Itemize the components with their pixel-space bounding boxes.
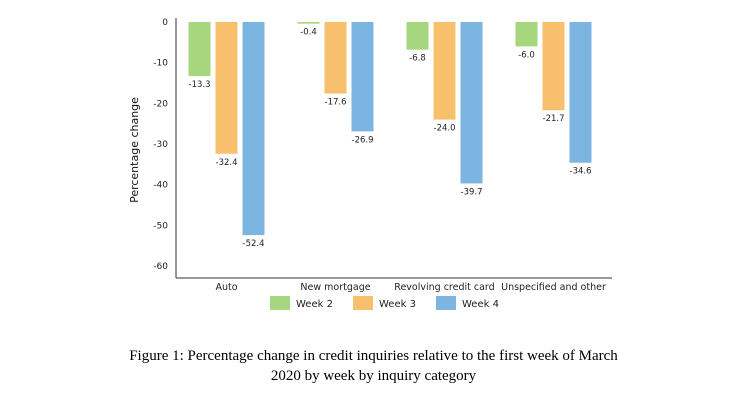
x-tick-label: Auto bbox=[215, 282, 237, 293]
data-label: -21.7 bbox=[543, 114, 565, 124]
y-tick-label: -40 bbox=[153, 181, 168, 191]
x-tick-label: New mortgage bbox=[300, 282, 370, 293]
legend-label: Week 2 bbox=[296, 299, 333, 310]
figure-caption-line-1: Figure 1: Percentage change in credit in… bbox=[129, 348, 618, 364]
bar bbox=[242, 22, 265, 236]
data-label: -26.9 bbox=[352, 135, 374, 145]
y-tick-label: 0 bbox=[162, 18, 168, 28]
data-label: -6.0 bbox=[518, 50, 535, 60]
chart-bars bbox=[188, 22, 592, 236]
legend-swatch bbox=[436, 296, 456, 310]
y-axis-label: Percentage change bbox=[128, 97, 141, 203]
y-tick-label: -60 bbox=[153, 262, 168, 272]
bar bbox=[297, 22, 320, 24]
legend-label: Week 3 bbox=[379, 299, 416, 310]
bar bbox=[542, 22, 565, 111]
y-tick-label: -30 bbox=[153, 140, 168, 150]
y-tick-label: -20 bbox=[153, 99, 168, 109]
bar bbox=[324, 22, 347, 94]
bar bbox=[351, 22, 374, 132]
chart-axes: 0 -10 -20 -30 -40 -50 -60 Auto New mortgage Revol… bbox=[153, 18, 612, 293]
legend-label: Week 4 bbox=[462, 299, 499, 310]
bar bbox=[188, 22, 211, 77]
bar bbox=[433, 22, 456, 120]
bar bbox=[406, 22, 429, 50]
data-label: -39.7 bbox=[461, 187, 483, 197]
x-tick-label: Unspecified and other bbox=[501, 282, 606, 293]
data-label: -13.3 bbox=[189, 80, 211, 90]
data-label: -6.8 bbox=[409, 54, 426, 64]
chart-legend: Week 2 Week 3 Week 4 bbox=[270, 296, 499, 310]
bar-chart: 0 -10 -20 -30 -40 -50 -60 Auto New mortgage Revol… bbox=[128, 18, 612, 310]
data-label: -24.0 bbox=[434, 124, 456, 134]
legend-swatch bbox=[353, 296, 373, 310]
bar bbox=[515, 22, 538, 47]
y-tick-label: -50 bbox=[153, 221, 168, 231]
bar bbox=[569, 22, 592, 163]
x-tick-label: Revolving credit card bbox=[394, 282, 494, 293]
figure-caption: Figure 1: Percentage change in credit in… bbox=[0, 346, 747, 386]
y-tick-label: -10 bbox=[153, 59, 168, 69]
bar bbox=[215, 22, 238, 154]
bar bbox=[460, 22, 483, 184]
data-label: -0.4 bbox=[300, 28, 317, 38]
data-label: -34.6 bbox=[570, 167, 592, 177]
data-label: -32.4 bbox=[216, 158, 238, 168]
data-label: -52.4 bbox=[243, 239, 265, 249]
figure-caption-line-2: 2020 by week by inquiry category bbox=[270, 368, 477, 384]
data-labels: -13.3 -32.4 -52.4 -0.4 -17.6 -26.9 -6.8 -24.0 -3… bbox=[189, 28, 592, 249]
data-label: -17.6 bbox=[325, 98, 347, 108]
legend-swatch bbox=[270, 296, 290, 310]
